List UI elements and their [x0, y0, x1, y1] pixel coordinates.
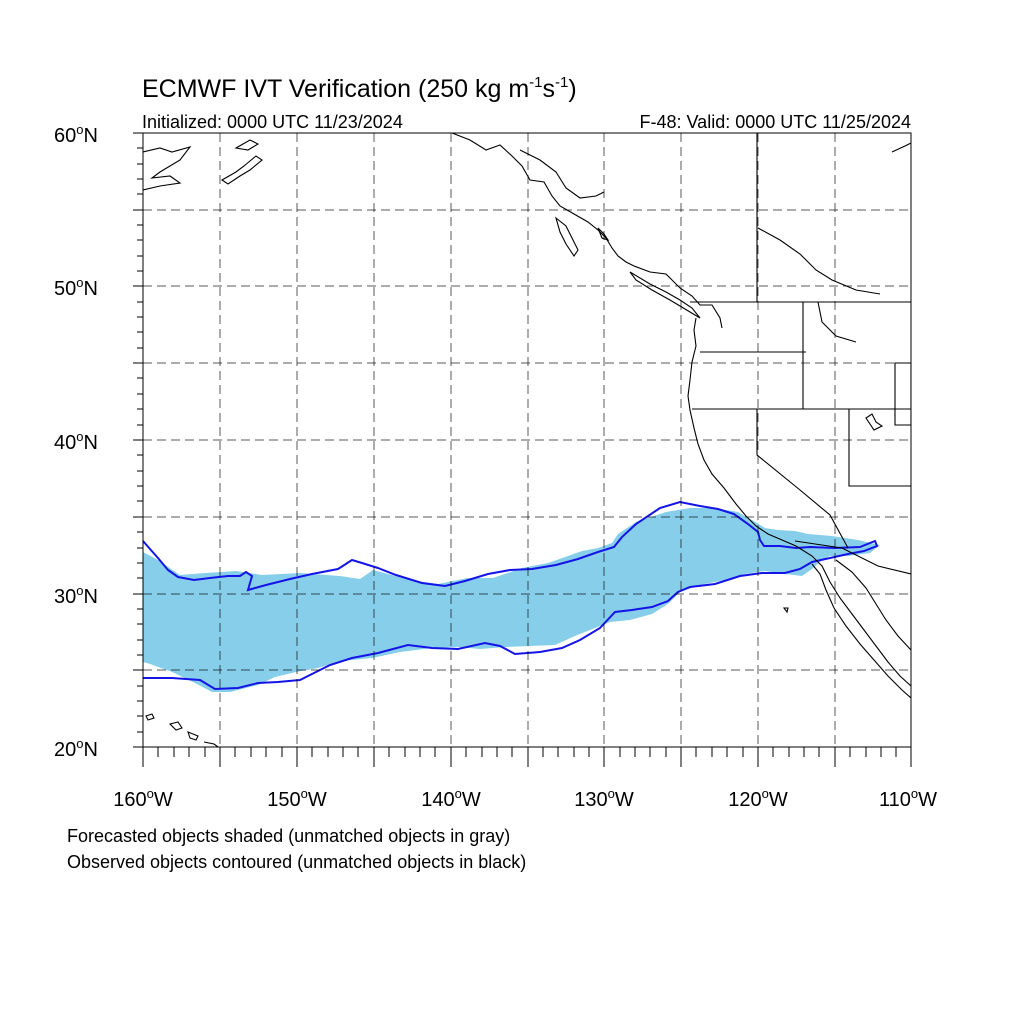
lat-label-30: 30oN: [54, 583, 98, 608]
coastlines: [143, 133, 911, 747]
observed-object-contour: [143, 500, 879, 691]
graticule: [143, 133, 911, 747]
lat-label-40: 40oN: [54, 429, 98, 454]
lon-label-160w: 160oW: [113, 786, 173, 811]
forecast-object-shaded: [143, 508, 880, 692]
lon-label-150w: 150oW: [267, 786, 327, 811]
figure-title: ECMWF IVT Verification (250 kg m-1s-1): [142, 74, 577, 103]
lat-label-20: 20oN: [54, 736, 98, 761]
lat-label-60: 60oN: [54, 122, 98, 147]
lon-label-140w: 140oW: [421, 786, 481, 811]
tick-marks: [133, 132, 912, 767]
lon-label-130w: 130oW: [574, 786, 634, 811]
map-area: [143, 133, 911, 747]
valid-label: F-48: Valid: 0000 UTC 11/25/2024: [640, 112, 912, 132]
lat-label-50: 50oN: [54, 275, 98, 300]
footnote-forecast: Forecasted objects shaded (unmatched obj…: [67, 826, 511, 846]
lon-label-120w: 120oW: [728, 786, 788, 811]
footnote-observed: Observed objects contoured (unmatched ob…: [67, 852, 527, 872]
lon-label-110w: 110oW: [879, 786, 937, 811]
initialized-label: Initialized: 0000 UTC 11/23/2024: [142, 112, 403, 132]
longitude-labels: 160oW 150oW 140oW 130oW 120oW 110oW: [113, 786, 937, 811]
latitude-labels: 60oN 50oN 40oN 30oN 20oN: [54, 122, 98, 761]
